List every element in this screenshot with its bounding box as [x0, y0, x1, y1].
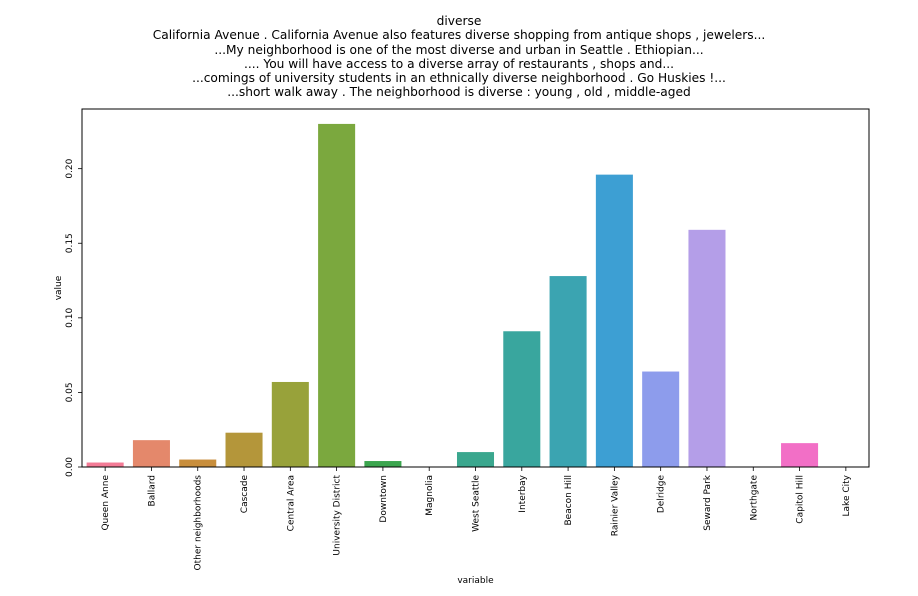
x-axis-label: variable [457, 576, 494, 586]
bar-west-seattle [456, 452, 495, 467]
x-tick-label: University District [333, 475, 343, 556]
bar-other-neighborhoods [179, 459, 217, 467]
bar-delridge [642, 371, 680, 467]
x-tick-label: Delridge [657, 475, 667, 514]
chart-subtitle-line: ...comings of university students in an … [192, 71, 726, 86]
x-tick-label: Beacon Hill [564, 475, 574, 526]
y-axis-label: value [54, 275, 64, 300]
y-tick-label: 0.05 [65, 382, 75, 402]
bar-ballard [132, 440, 170, 467]
x-tick-label: Downtown [379, 475, 389, 523]
plot-frame [81, 108, 870, 468]
chart-title-block: diverse California Avenue . California Av… [0, 14, 918, 100]
x-tick-label: Cascade [240, 475, 250, 514]
bar-downtown [364, 461, 402, 467]
x-tick-label: Magnolia [425, 475, 435, 516]
x-tick-label: Northgate [749, 475, 759, 521]
bar-university-district [318, 123, 356, 468]
y-axis: 0.00 0.05 0.10 0.15 0.20 [65, 158, 82, 477]
x-tick-label: Ballard [147, 475, 157, 506]
bar-rainier-valley [595, 174, 633, 467]
bar-cascade [225, 432, 263, 467]
y-tick-label: 0.00 [65, 457, 75, 477]
bar-central-area [271, 381, 309, 467]
y-tick-label: 0.10 [65, 308, 75, 328]
chart-subtitle-line: .... You will have access to a diverse a… [244, 56, 674, 71]
x-tick-label: West Seattle [472, 475, 482, 532]
x-axis: Queen Anne Ballard Other neighborhoods Casc… [101, 467, 852, 570]
x-tick-label: Capitol Hill [796, 475, 806, 524]
x-tick-label: Seward Park [703, 474, 713, 530]
chart-subtitle-line: ...My neighborhood is one of the most di… [214, 42, 704, 57]
x-tick-label: Lake City [842, 474, 852, 516]
bar-capitol-hill [781, 443, 819, 467]
bars-group [86, 123, 819, 468]
y-tick-label: 0.15 [65, 233, 75, 253]
chart-subtitle-line: California Avenue . California Avenue al… [152, 28, 766, 43]
x-tick-label: Interbay [518, 474, 528, 512]
bar-interbay [503, 331, 541, 467]
x-tick-label: Rainier Valley [610, 474, 620, 536]
y-tick-label: 0.20 [65, 158, 75, 178]
chart-title: diverse [436, 14, 482, 28]
chart-subtitle-line: ...short walk away . The neighborhood is… [227, 85, 691, 100]
bar-beacon-hill [549, 276, 587, 467]
x-tick-label: Queen Anne [101, 475, 111, 531]
x-tick-label: Central Area [286, 475, 296, 531]
bar-seward-park [688, 229, 726, 467]
bar-queen-anne [86, 462, 124, 467]
x-tick-label: Other neighborhoods [194, 475, 204, 571]
